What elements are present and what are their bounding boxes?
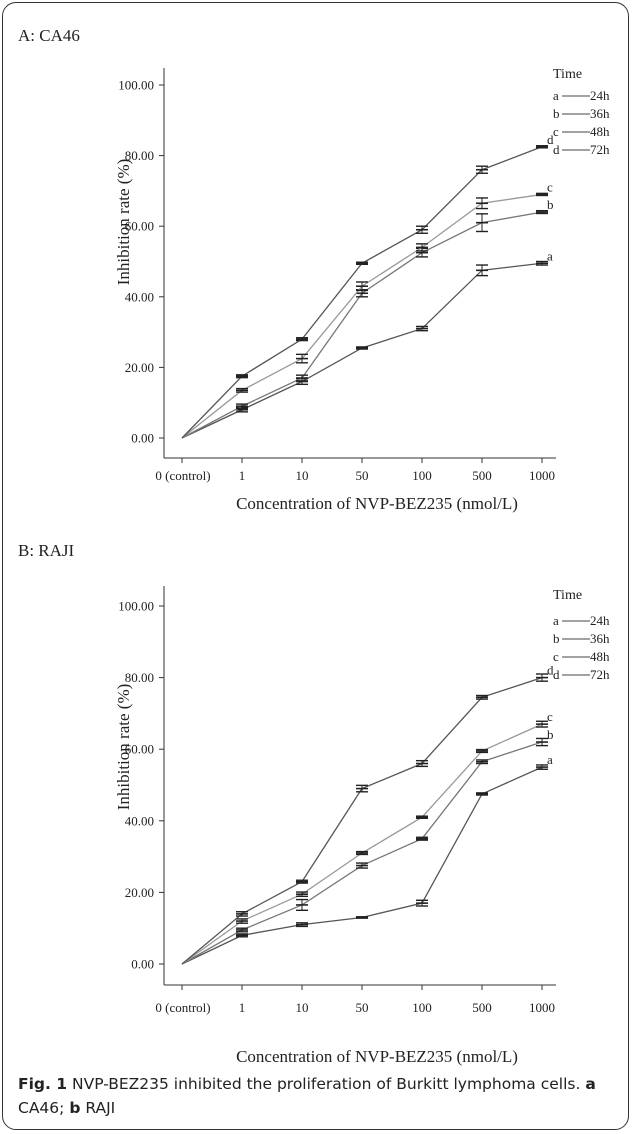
x-tick-label: 0 (control) — [155, 1000, 210, 1015]
legend-letter: d — [553, 667, 560, 682]
caption-fig-label: Fig. 1 — [18, 1075, 68, 1093]
y-tick-label: 80.00 — [125, 670, 154, 685]
series-end-label: b — [547, 197, 554, 212]
y-axis-label: Inhibition rate (%) — [114, 684, 133, 811]
axes: 0.00 20.00 40.00 60.00 80.00 100.00 0 (control… — [118, 586, 556, 1015]
y-tick-label: 0.00 — [131, 957, 154, 972]
x-tick-label: 10 — [296, 1000, 309, 1015]
legend-letter: b — [553, 106, 560, 121]
series-group: a bc d — [181, 132, 554, 439]
x-tick-label: 50 — [356, 1000, 369, 1015]
legend-text: 36h — [590, 106, 610, 121]
y-tick-label: 40.00 — [125, 813, 154, 828]
chart-panel-b: B: RAJI Inhibition rate (%) Concentratio… — [18, 541, 610, 1066]
axes: 0.00 20.00 40.00 60.00 80.00 100.00 0 (control… — [118, 68, 556, 483]
legend-letter: a — [553, 88, 559, 103]
series-group: abc d — [181, 663, 554, 965]
legend-text: 48h — [590, 124, 610, 139]
legend-text: 72h — [590, 667, 610, 682]
x-tick-label: 100 — [412, 1000, 432, 1015]
y-tick-label: 40.00 — [125, 289, 154, 304]
x-tick-label: 50 — [356, 468, 369, 483]
y-tick-label: 80.00 — [125, 148, 154, 163]
series-end-label: d — [547, 132, 554, 147]
y-tick-label: 0.00 — [131, 431, 154, 446]
series-end-label: c — [547, 709, 553, 724]
y-axis-label: Inhibition rate (%) — [114, 159, 133, 286]
series-end-label: a — [547, 752, 553, 767]
x-tick-label: 1000 — [529, 468, 555, 483]
series-end-label: c — [547, 179, 553, 194]
x-tick-label: 10 — [296, 468, 309, 483]
x-axis-label: Concentration of NVP-BEZ235 (nmol/L) — [236, 494, 518, 513]
x-tick-label: 1 — [239, 1000, 246, 1015]
series-end-label: a — [547, 248, 553, 263]
series-end-label: d — [547, 663, 554, 678]
y-tick-label: 20.00 — [125, 885, 154, 900]
legend-title: Time — [553, 588, 582, 603]
legend-letter: a — [553, 613, 559, 628]
chart-panel-a: A: CA46 Inhibition rate (%) Concentratio… — [18, 26, 610, 513]
x-tick-label: 1 — [239, 468, 246, 483]
caption-text-3: RAJI — [80, 1099, 116, 1117]
y-tick-label: 100.00 — [118, 78, 154, 93]
legend-letter: c — [553, 124, 559, 139]
legend-title: Time — [553, 67, 582, 82]
legend-letter: c — [553, 649, 559, 664]
legend-letter: d — [553, 142, 560, 157]
x-tick-label: 100 — [412, 468, 432, 483]
legend-text: 24h — [590, 88, 610, 103]
caption-a: a — [585, 1075, 596, 1093]
y-tick-label: 20.00 — [125, 360, 154, 375]
x-tick-label: 1000 — [529, 1000, 555, 1015]
legend-text: 48h — [590, 649, 610, 664]
legend: a 24h b 36h c 48h d 72h — [553, 613, 610, 682]
legend: a 24h b 36h c 48h d 72h — [553, 88, 610, 157]
panel-label: A: CA46 — [18, 26, 80, 45]
panel-label: B: RAJI — [18, 541, 75, 560]
figure-caption: Fig. 1 NVP-BEZ235 inhibited the prolifer… — [18, 1072, 618, 1120]
x-tick-label: 500 — [472, 1000, 492, 1015]
x-axis-label: Concentration of NVP-BEZ235 (nmol/L) — [236, 1047, 518, 1066]
x-tick-label: 500 — [472, 468, 492, 483]
caption-text-2: CA46; — [18, 1099, 70, 1117]
legend-letter: b — [553, 631, 560, 646]
caption-text-1: NVP-BEZ235 inhibited the proliferation o… — [67, 1075, 586, 1093]
legend-text: 24h — [590, 613, 610, 628]
y-tick-label: 60.00 — [125, 219, 154, 234]
y-tick-label: 100.00 — [118, 599, 154, 614]
caption-b: b — [69, 1099, 81, 1117]
series-end-label: b — [547, 727, 554, 742]
legend-text: 72h — [590, 142, 610, 157]
x-tick-label: 0 (control) — [155, 468, 210, 483]
y-tick-label: 60.00 — [125, 742, 154, 757]
legend-text: 36h — [590, 631, 610, 646]
